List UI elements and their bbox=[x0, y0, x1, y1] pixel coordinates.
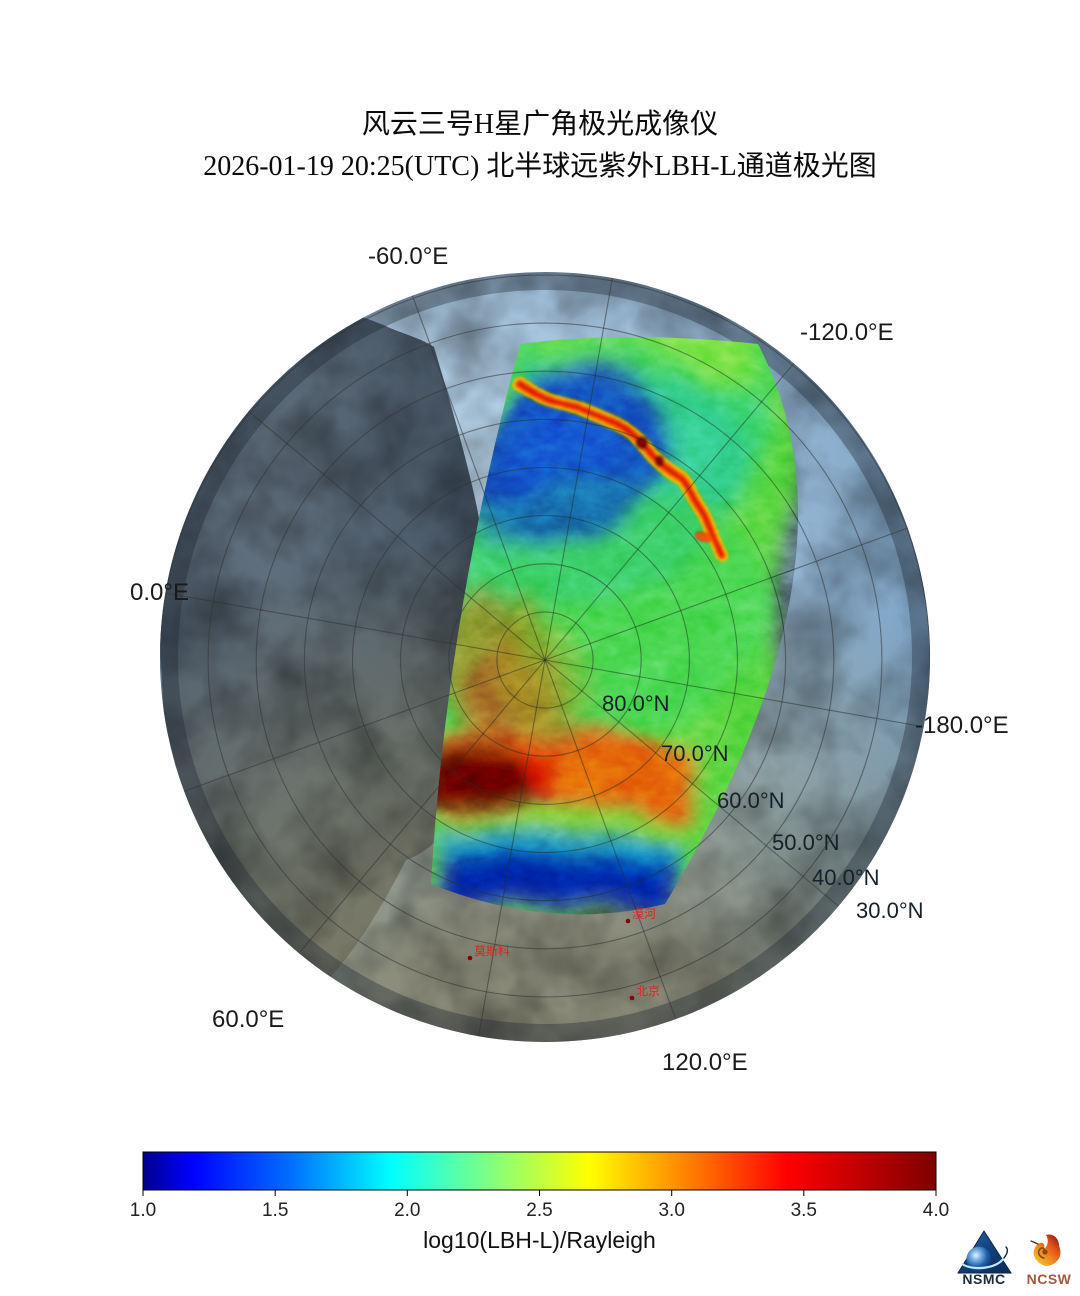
svg-text:NSMC: NSMC bbox=[962, 1271, 1005, 1287]
svg-text:NCSW: NCSW bbox=[1027, 1271, 1072, 1287]
